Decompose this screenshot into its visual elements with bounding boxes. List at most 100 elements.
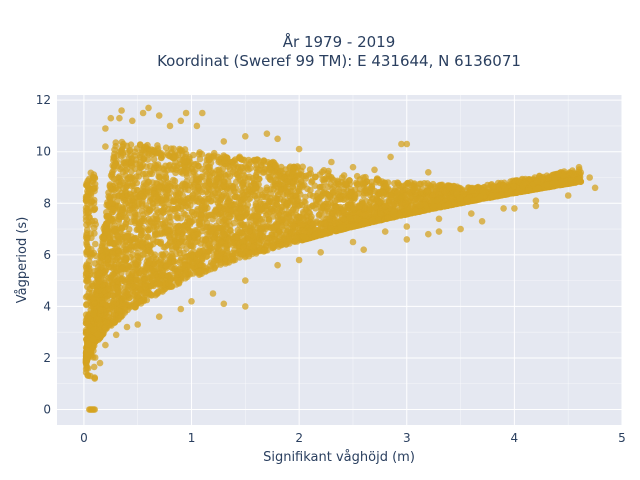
data-point — [149, 200, 157, 208]
data-point — [206, 262, 214, 270]
data-point — [299, 233, 307, 240]
data-point — [153, 290, 160, 297]
data-point — [181, 146, 189, 153]
data-point — [136, 192, 143, 200]
data-point — [323, 203, 331, 211]
data-point — [141, 283, 149, 291]
data-point — [312, 205, 319, 212]
data-point — [295, 172, 303, 179]
data-point — [220, 182, 228, 189]
data-point — [162, 173, 170, 180]
data-point — [90, 294, 97, 302]
data-point — [155, 188, 162, 196]
data-point — [148, 170, 156, 178]
data-point — [416, 194, 424, 202]
data-point — [133, 145, 141, 152]
data-point — [326, 215, 333, 222]
data-point — [181, 222, 188, 229]
data-point — [185, 240, 192, 247]
data-point — [123, 216, 131, 223]
data-point — [116, 307, 123, 315]
data-point — [187, 227, 194, 235]
data-point — [226, 213, 233, 220]
data-point — [176, 259, 183, 266]
data-point — [166, 194, 173, 201]
data-point — [296, 183, 304, 190]
data-point — [126, 146, 134, 154]
data-point — [189, 259, 197, 267]
data-point — [340, 215, 347, 223]
data-point — [90, 224, 98, 232]
data-point — [106, 263, 113, 271]
data-point — [314, 189, 322, 197]
data-point — [237, 199, 244, 207]
data-point — [261, 189, 269, 197]
data-point — [417, 188, 425, 196]
data-point — [215, 166, 223, 174]
data-point — [164, 226, 171, 234]
data-point — [208, 192, 216, 200]
data-point — [421, 180, 428, 187]
data-point — [203, 171, 211, 178]
data-point — [189, 183, 196, 190]
data-point — [306, 166, 314, 173]
data-point — [97, 264, 104, 271]
data-point — [269, 243, 276, 250]
data-point — [367, 198, 374, 206]
data-point — [311, 182, 319, 189]
data-point — [302, 172, 310, 180]
data-point — [103, 229, 111, 236]
data-point — [83, 235, 91, 243]
data-point — [236, 167, 244, 175]
data-point — [104, 295, 111, 303]
data-point — [90, 196, 98, 204]
data-point — [253, 169, 261, 176]
data-point — [232, 234, 240, 241]
data-point — [275, 243, 283, 250]
data-point — [128, 182, 136, 190]
data-point — [168, 264, 175, 271]
data-point — [156, 149, 163, 157]
data-point — [256, 199, 264, 206]
data-point — [187, 219, 194, 226]
data-point — [510, 183, 518, 190]
data-point — [276, 195, 284, 203]
data-point — [368, 178, 376, 186]
data-point — [91, 260, 99, 267]
data-points — [82, 104, 599, 413]
data-point — [213, 175, 220, 183]
data-point — [362, 173, 369, 181]
data-point — [205, 179, 213, 187]
data-point — [157, 240, 164, 247]
data-point — [155, 169, 162, 177]
data-point — [250, 191, 257, 199]
data-point — [289, 183, 297, 190]
data-point — [141, 276, 149, 283]
data-point — [167, 213, 175, 221]
data-point — [226, 188, 234, 196]
data-point — [88, 246, 95, 253]
data-point — [109, 292, 116, 299]
data-point — [261, 247, 268, 254]
data-point — [132, 298, 140, 306]
data-point — [318, 213, 326, 220]
data-point — [258, 224, 266, 231]
data-point — [132, 204, 139, 212]
data-point — [153, 179, 160, 187]
data-point — [197, 215, 204, 222]
data-point — [299, 163, 307, 171]
data-point — [142, 291, 149, 298]
data-point — [91, 300, 98, 307]
data-point — [162, 219, 169, 226]
data-point — [308, 213, 315, 220]
data-point — [319, 176, 327, 183]
data-point — [181, 227, 188, 234]
data-point — [325, 172, 333, 180]
data-point — [250, 177, 258, 184]
data-point — [265, 235, 273, 242]
data-point — [230, 161, 237, 169]
data-point — [233, 193, 240, 201]
data-point — [110, 162, 118, 170]
data-point — [107, 216, 115, 224]
